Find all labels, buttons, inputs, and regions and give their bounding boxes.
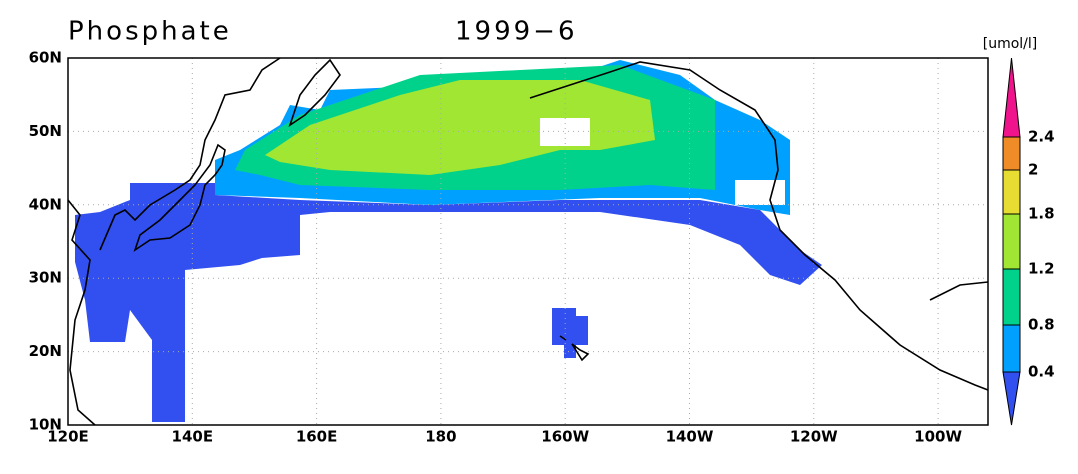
lon-label: 100W <box>914 428 962 446</box>
lon-label: 140W <box>666 428 714 446</box>
field-gap <box>735 180 785 205</box>
field-region <box>265 80 655 175</box>
field-region <box>75 183 822 422</box>
coast-america <box>529 61 989 391</box>
lat-label: 30N <box>29 269 62 287</box>
field-region <box>552 308 588 358</box>
colorbar-label: 2.4 <box>1028 128 1055 146</box>
phosphate-field <box>75 60 822 422</box>
lon-label: 140E <box>172 428 214 446</box>
colorbar-segment <box>1002 169 1021 215</box>
colorbar-segment <box>1002 213 1021 270</box>
colorbar-segment <box>1002 136 1021 171</box>
coast-kamchatka <box>288 58 341 127</box>
coast-asia <box>67 57 281 426</box>
lat-label: 10N <box>29 416 62 434</box>
lon-label: 160W <box>541 428 589 446</box>
colorbar-label: 0.4 <box>1028 363 1055 381</box>
colorbar-arrow <box>1002 371 1021 426</box>
colorbar-segment <box>1002 324 1021 373</box>
map-frame <box>67 57 989 426</box>
date: 1999−6 <box>455 17 578 47</box>
lat-label: 50N <box>29 122 62 140</box>
lon-label: 120W <box>790 428 838 446</box>
colorbar: 0.4 0.8 1.2 1.8 2 2.4 <box>1002 57 1055 426</box>
colorbar-segment <box>1002 268 1021 326</box>
colorbar-label: 1.8 <box>1028 205 1055 223</box>
colorbar-label: 1.2 <box>1028 260 1055 278</box>
title: Phosphate <box>68 17 232 47</box>
coast-japan <box>133 143 226 252</box>
lon-label: 120E <box>47 428 89 446</box>
field-gap <box>540 118 590 146</box>
coastlines <box>67 57 989 426</box>
coast-hawaii <box>559 335 590 362</box>
lon-label: 180 <box>425 428 456 446</box>
units: [umol/l] <box>983 36 1038 52</box>
colorbar-label: 0.8 <box>1028 316 1055 334</box>
lon-label: 160E <box>296 428 338 446</box>
lat-label: 40N <box>29 195 62 213</box>
colorbar-label: 2 <box>1028 161 1038 179</box>
lat-label: 20N <box>29 342 62 360</box>
lat-label: 60N <box>29 49 62 67</box>
colorbar-arrow <box>1002 57 1021 138</box>
